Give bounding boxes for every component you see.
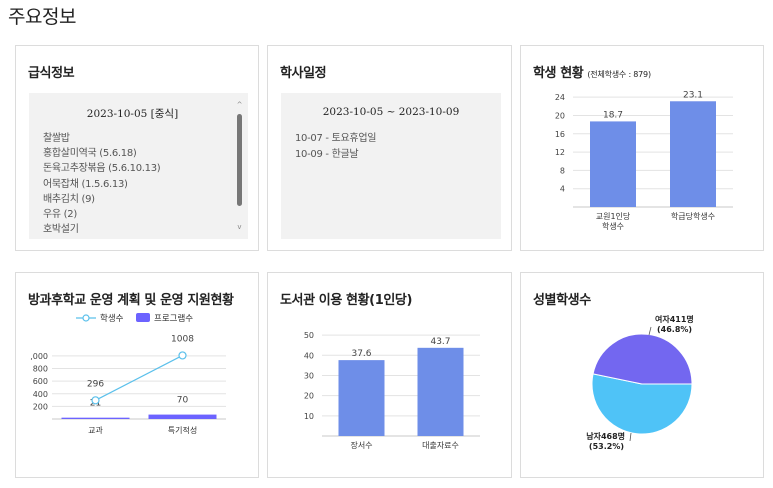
y-tick-label: 30 <box>304 371 314 380</box>
x-tick-label: 교원1인당 <box>596 211 631 221</box>
meal-scrollbar[interactable]: ^ v <box>235 101 244 231</box>
legend-bar-swatch <box>136 313 150 322</box>
legend-label: 프로그램수 <box>154 313 193 324</box>
y-tick-label: 800 <box>33 365 48 374</box>
bar-value-label: 43.7 <box>430 337 450 347</box>
schedule-list: 10-07 - 토요휴업일 10-09 - 한글날 <box>295 131 376 162</box>
legend-label: 학생수 <box>100 313 124 324</box>
menu-item: 호박설기 <box>43 224 79 236</box>
schedule-item[interactable]: 10-09 - 한글날 <box>295 148 359 160</box>
meal-title: 급식정보 <box>28 66 75 81</box>
y-tick-label: 600 <box>33 377 48 386</box>
meal-panel: 2023-10-05 [중식] 찰쌀밥 홍합살미역국 (5.6.18) 돈육고추… <box>29 93 248 239</box>
pie-label: (53.2%) <box>589 442 624 451</box>
schedule-item[interactable]: 10-07 - 토요휴업일 <box>295 133 377 144</box>
bar <box>417 347 464 436</box>
schedule-date-range: 2023-10-05 ~ 2023-10-09 <box>322 106 460 118</box>
pie-leader-line <box>648 326 652 336</box>
x-tick-label: 특기적성 <box>168 425 197 435</box>
menu-item: 홍합살미역국 (5.6.18) <box>43 148 137 160</box>
legend-line-marker <box>82 314 90 322</box>
library-title: 도서관 이용 현황(1인당) <box>280 293 413 308</box>
menu-item: 찰쌀밥 <box>43 133 70 144</box>
gender-card: 성별학생수 여자411명 (46.8%) 남자468명 (53.2%) <box>520 272 764 478</box>
schedule-card: 학사일정 2023-10-05 ~ 2023-10-09 10-07 - 토요휴… <box>267 45 512 251</box>
line-point <box>91 396 100 405</box>
bar-value-label: 18.7 <box>603 110 623 120</box>
x-tick-label: 교과 <box>88 426 103 435</box>
line-value-label: 1008 <box>171 334 194 344</box>
scroll-down-icon[interactable]: v <box>237 223 242 231</box>
afterschool-title: 방과후학교 운영 계획 및 운영 지원현황 <box>28 293 234 308</box>
y-tick-label: 10 <box>304 412 314 421</box>
bar <box>590 121 636 207</box>
library-card: 도서관 이용 현황(1인당) 10 20 30 40 50 37.6 장서수 43.7 대출자료… <box>267 272 512 478</box>
pie-leader-line <box>629 432 632 442</box>
library-chart: 10 20 30 40 50 37.6 장서수 43.7 대출자료수 <box>304 331 480 450</box>
x-tick-label: 학생수 <box>602 221 624 231</box>
students-title-text: 학생 현황 <box>533 66 584 81</box>
y-tick-label: 12 <box>555 148 565 157</box>
line-point <box>178 351 187 360</box>
meal-date: 2023-10-05 [중식] <box>86 108 179 120</box>
y-tick-label: 16 <box>555 130 565 139</box>
line-value-label: 296 <box>87 379 104 389</box>
meal-menu-list: 찰쌀밥 홍합살미역국 (5.6.18) 돈육고추장볶음 (5.6.10.13) … <box>43 131 161 237</box>
y-tick-label: 8 <box>560 166 565 175</box>
scroll-thumb[interactable] <box>237 114 242 206</box>
x-tick-label: 대출자료수 <box>422 440 459 450</box>
scroll-up-icon[interactable]: ^ <box>236 101 243 109</box>
pie-label: 남자468명 <box>586 431 625 441</box>
y-tick-label: 20 <box>304 392 314 401</box>
bar <box>338 360 385 436</box>
menu-item: 배추김치 (9) <box>43 193 95 205</box>
students-title: 학생 현황 (전체학생수 : 879) <box>533 62 651 81</box>
bar <box>61 417 130 419</box>
menu-item: 돈육고추장볶음 (5.6.10.13) <box>43 163 161 175</box>
bar-value-label: 37.6 <box>351 349 371 359</box>
y-tick-label: 40 <box>304 351 314 360</box>
page-title: 주요정보 <box>8 6 76 28</box>
series-line <box>95 354 183 401</box>
y-tick-label: 50 <box>304 331 314 340</box>
bar-value-label: 23.1 <box>683 90 703 100</box>
bar-value-label: 70 <box>177 396 189 406</box>
schedule-panel: 2023-10-05 ~ 2023-10-09 10-07 - 토요휴업일 10… <box>281 93 501 239</box>
bar <box>148 414 217 419</box>
x-tick-label: 장서수 <box>350 440 372 450</box>
y-tick-label: 24 <box>555 93 565 102</box>
students-subtitle: (전체학생수 : 879) <box>587 70 651 79</box>
afterschool-chart: 200400600800,00021교과70특기적성2961008학생수프로그램… <box>30 313 226 435</box>
y-tick-label: ,000 <box>30 352 48 361</box>
y-tick-label: 200 <box>33 402 48 411</box>
gender-title: 성별학생수 <box>533 293 591 308</box>
y-tick-label: 20 <box>555 111 565 120</box>
students-card: 학생 현황 (전체학생수 : 879) 4 8 12 16 20 24 18.7 교원1인당 학생… <box>520 45 764 251</box>
gender-chart: 여자411명(46.8%) 남자468명(53.2%) <box>586 314 694 451</box>
x-tick-label: 학급당학생수 <box>671 211 715 221</box>
menu-item: 어묵잡채 (1.5.6.13) <box>43 178 128 190</box>
pie-slice <box>591 373 693 435</box>
y-tick-label: 400 <box>33 390 48 399</box>
afterschool-card: 방과후학교 운영 계획 및 운영 지원현황 200400600800,00021… <box>15 272 259 478</box>
bar <box>670 101 716 207</box>
y-tick-label: 4 <box>560 185 565 194</box>
pie-label: (46.8%) <box>657 325 692 334</box>
pie-label: 여자411명 <box>655 314 694 324</box>
meal-card: 급식정보 2023-10-05 [중식] 찰쌀밥 홍합살미역국 (5.6.18)… <box>15 45 259 251</box>
menu-item: 우유 (2) <box>43 209 77 221</box>
schedule-title: 학사일정 <box>280 66 327 81</box>
pie-slice <box>592 333 693 385</box>
